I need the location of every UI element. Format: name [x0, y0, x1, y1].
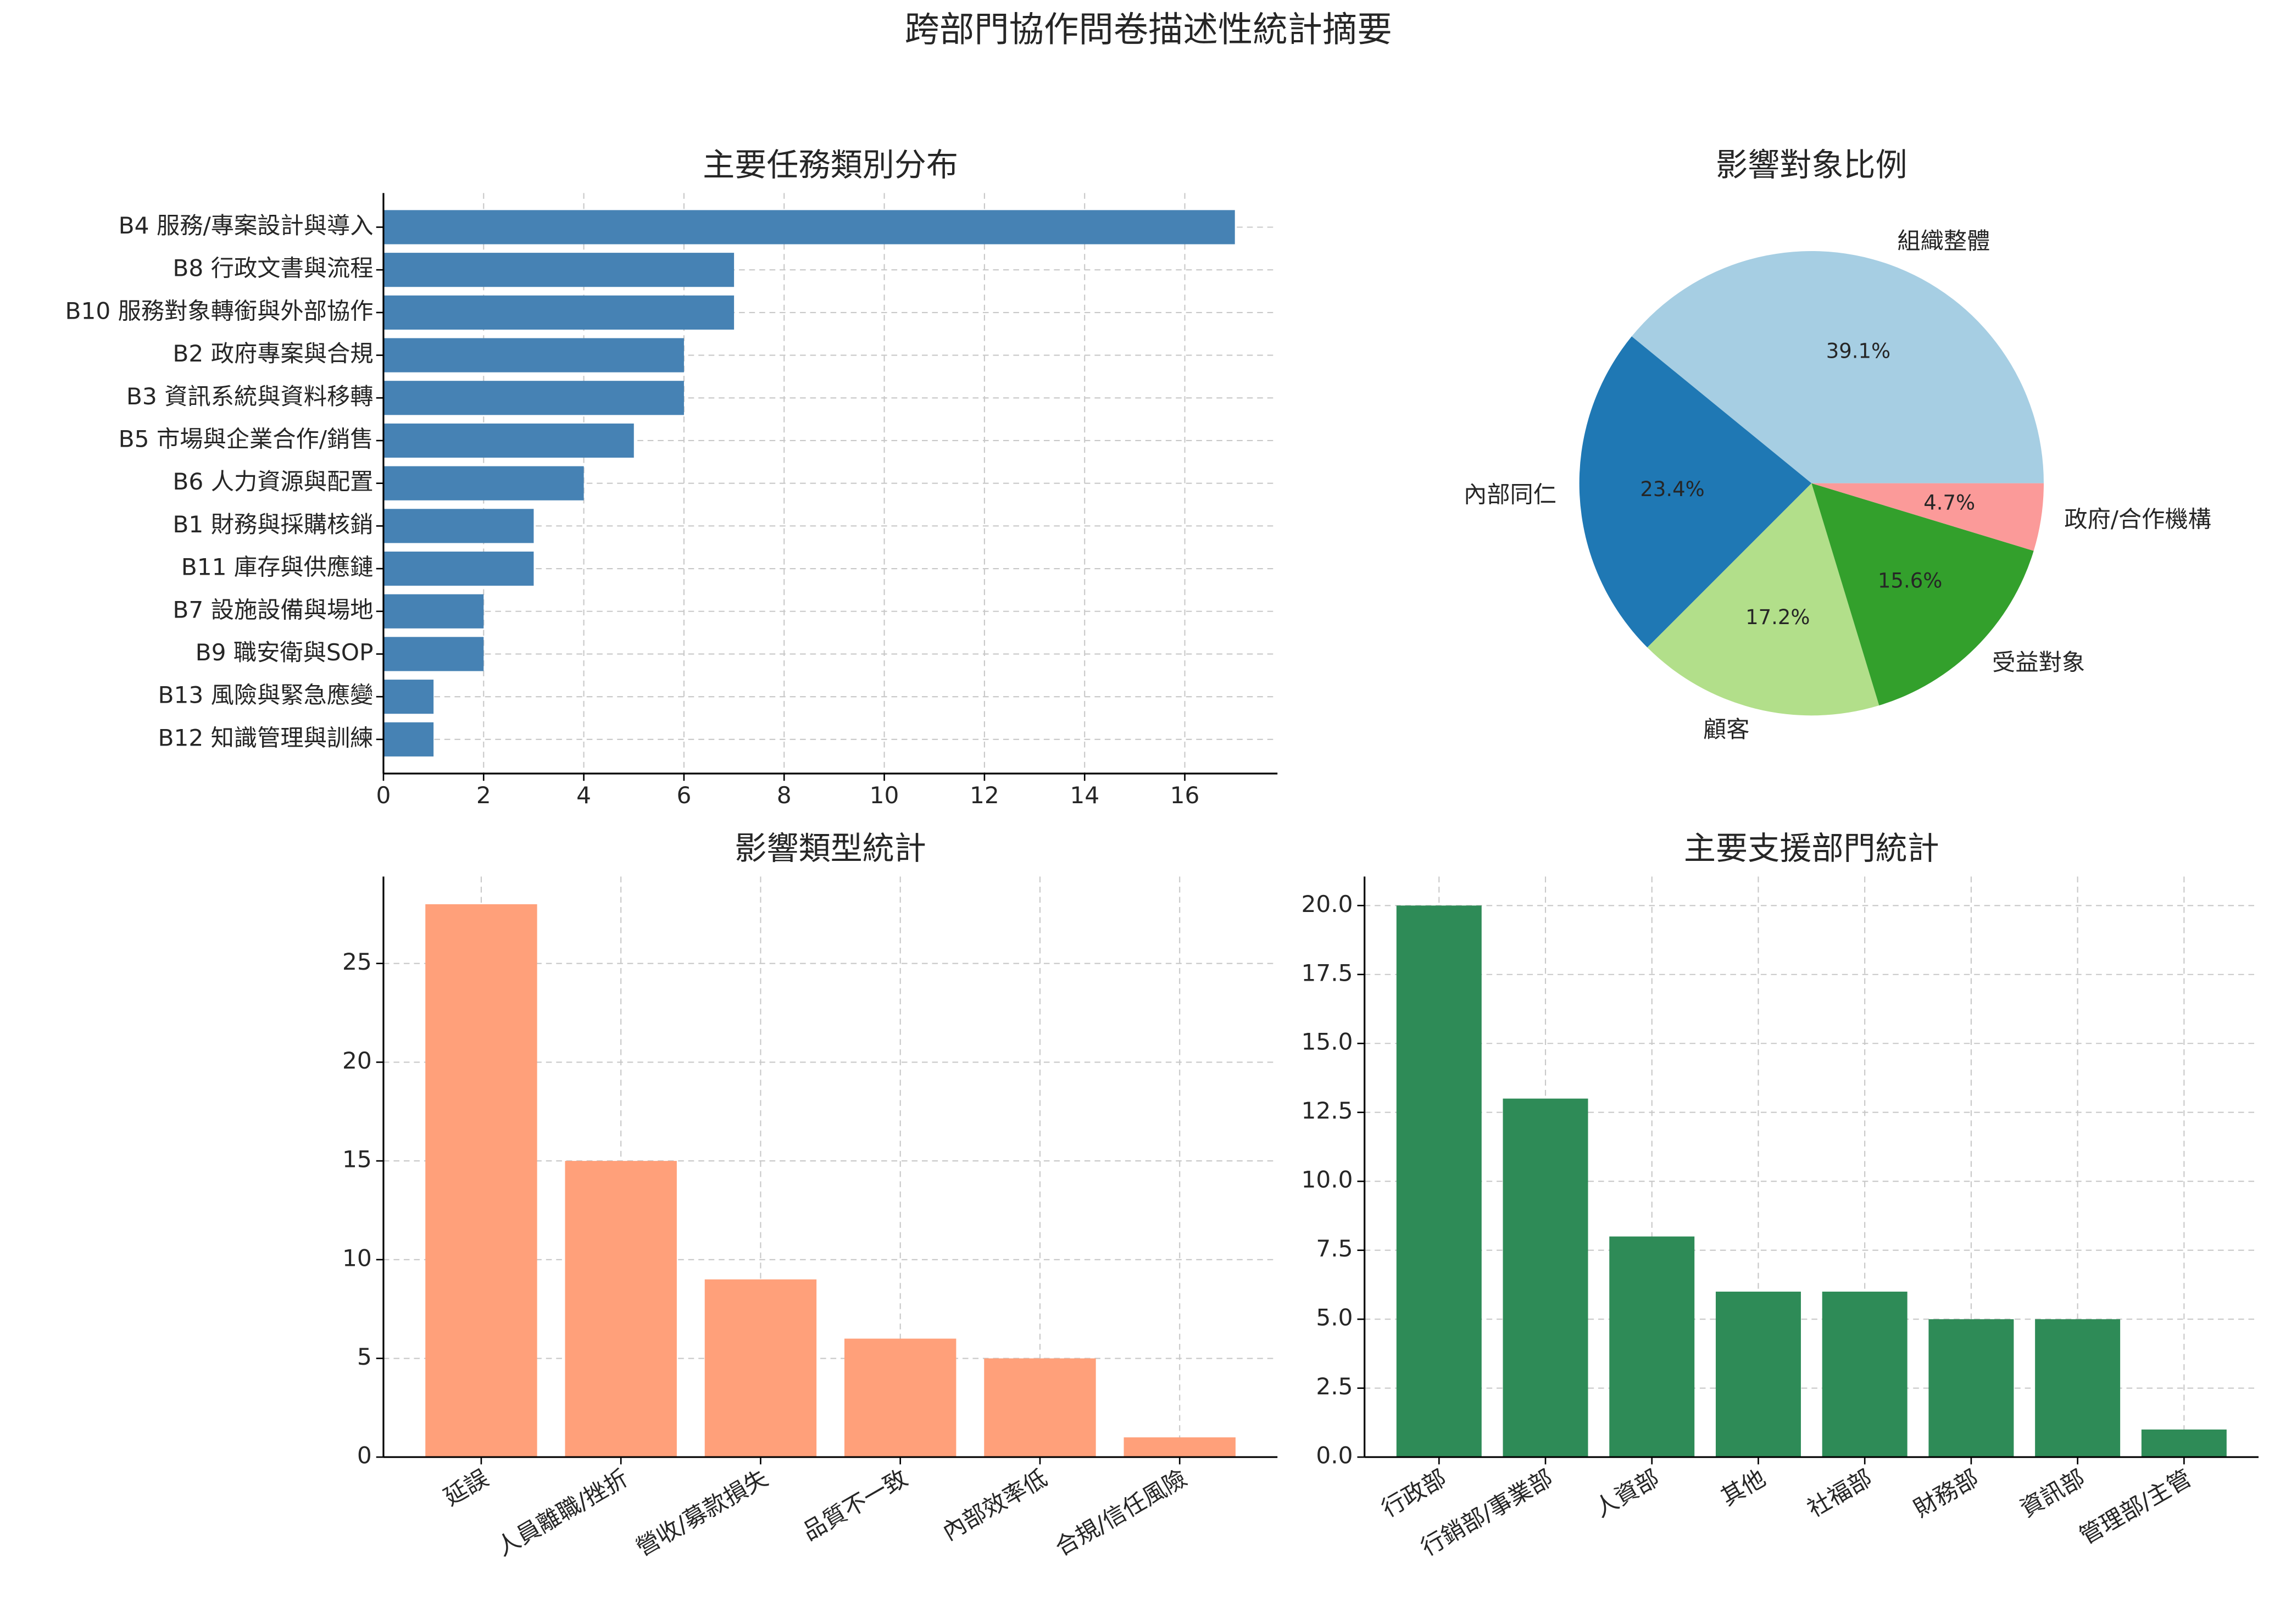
- bar: [383, 253, 735, 287]
- y-tick-label: 15: [342, 1146, 372, 1173]
- x-tick-label: 14: [1070, 782, 1099, 809]
- x-tick-label: 其他: [1716, 1464, 1770, 1511]
- bar: [1715, 1292, 1801, 1458]
- bar: [1503, 1098, 1588, 1458]
- bar: [383, 295, 735, 330]
- x-tick-label: 2: [476, 782, 491, 809]
- y-tick-label: 0: [357, 1442, 372, 1469]
- y-tick-label: B9 職安衛與SOP: [196, 639, 374, 666]
- bar: [383, 551, 534, 586]
- x-tick-label: 8: [777, 782, 792, 809]
- y-tick-label: 10.0: [1301, 1166, 1353, 1193]
- y-tick-label: 2.5: [1316, 1373, 1353, 1400]
- y-tick-label: B7 設施設備與場地: [173, 596, 373, 623]
- bar: [383, 509, 534, 543]
- bar: [383, 210, 1235, 244]
- y-tick-label: 15.0: [1301, 1028, 1353, 1055]
- y-tick-label: 20: [342, 1047, 372, 1074]
- bar: [984, 1358, 1096, 1458]
- x-tick-label: 品質不一致: [798, 1464, 912, 1545]
- x-tick-label: 社福部: [1803, 1464, 1876, 1522]
- bar: [2035, 1319, 2121, 1458]
- y-tick-label: 12.5: [1301, 1097, 1353, 1124]
- x-tick-label: 延誤: [440, 1464, 493, 1511]
- y-tick-label: B2 政府專案與合規: [173, 340, 373, 367]
- x-tick-label: 12: [970, 782, 999, 809]
- bar: [383, 680, 434, 714]
- y-tick-label: B12 知識管理與訓練: [158, 724, 374, 751]
- value-label: 17.2%: [1745, 605, 1810, 629]
- pie-slice: [1811, 483, 2034, 706]
- y-tick-label: 5.0: [1316, 1304, 1353, 1331]
- x-tick-label: 6: [676, 782, 691, 809]
- y-tick-label: 17.5: [1301, 959, 1353, 986]
- page-title: 跨部門協作問卷描述性統計摘要: [904, 9, 1392, 50]
- y-tick-label: B6 人力資源與配置: [173, 468, 373, 495]
- y-tick-label: 25: [342, 948, 372, 975]
- x-tick-label: 4: [576, 782, 591, 809]
- y-tick-label: B5 市場與企業合作/銷售: [119, 425, 374, 452]
- value-label: 15.6%: [1878, 569, 1942, 592]
- bar: [383, 637, 484, 671]
- y-tick-label: B4 服務/專案設計與導入: [119, 212, 374, 239]
- value-label: 39.1%: [1826, 339, 1890, 363]
- x-tick-label: 0: [376, 782, 391, 809]
- slice-label: 政府/合作機構: [2064, 506, 2211, 533]
- bar: [2141, 1430, 2227, 1458]
- y-tick-label: B13 風險與緊急應變: [158, 682, 374, 709]
- bar: [565, 1161, 677, 1458]
- slice-label: 組織整體: [1897, 227, 1990, 254]
- bar: [383, 594, 484, 629]
- y-tick-label: B11 庫存與供應鏈: [181, 554, 374, 581]
- x-tick-label: 管理部/主管: [2075, 1464, 2196, 1549]
- bar: [383, 338, 684, 372]
- bar: [1822, 1292, 1907, 1458]
- y-tick-label: 10: [342, 1244, 372, 1271]
- chart-title: 主要任務類別分布: [703, 146, 958, 183]
- bar: [1396, 905, 1482, 1458]
- x-tick-label: 合規/信任風險: [1050, 1464, 1191, 1561]
- x-tick-label: 財務部: [1909, 1464, 1983, 1522]
- y-tick-label: 7.5: [1316, 1235, 1353, 1262]
- y-tick-label: B1 財務與採購核銷: [173, 511, 373, 538]
- value-label: 23.4%: [1640, 477, 1704, 501]
- bar: [425, 904, 537, 1458]
- pie-slice: [1631, 251, 2044, 483]
- y-tick-label: 5: [357, 1343, 372, 1370]
- bar: [844, 1338, 956, 1458]
- x-tick-label: 人員離職/挫折: [492, 1464, 632, 1561]
- chart-title: 影響對象比例: [1716, 146, 1907, 183]
- y-tick-label: B3 資訊系統與資料移轉: [126, 383, 374, 410]
- bar: [383, 466, 584, 500]
- pie-slice: [1811, 483, 2044, 551]
- pie-slice: [1647, 483, 1879, 716]
- bar: [1928, 1319, 2014, 1458]
- bar: [383, 381, 684, 415]
- bar: [383, 722, 434, 757]
- y-tick-label: 20.0: [1301, 891, 1353, 917]
- pie-slice: [1579, 336, 1812, 648]
- bar: [704, 1279, 817, 1458]
- y-tick-label: B8 行政文書與流程: [173, 255, 373, 282]
- x-tick-label: 人資部: [1590, 1464, 1664, 1522]
- chart-title: 主要支援部門統計: [1684, 830, 1939, 867]
- x-tick-label: 10: [870, 782, 899, 809]
- y-tick-label: 0.0: [1316, 1442, 1353, 1469]
- bar: [1124, 1437, 1236, 1458]
- x-tick-label: 行政部: [1377, 1464, 1450, 1522]
- x-tick-label: 16: [1170, 782, 1200, 809]
- chart-title: 影響類型統計: [735, 830, 926, 867]
- x-tick-label: 資訊部: [2016, 1464, 2089, 1522]
- slice-label: 內部同仁: [1464, 481, 1556, 508]
- slice-label: 顧客: [1703, 716, 1750, 743]
- x-tick-label: 內部效率低: [938, 1464, 1052, 1545]
- bar: [383, 423, 634, 458]
- value-label: 4.7%: [1923, 491, 1975, 514]
- x-tick-label: 營收/募款損失: [631, 1464, 772, 1561]
- bar: [1609, 1236, 1695, 1458]
- y-tick-label: B10 服務對象轉銜與外部協作: [65, 297, 374, 324]
- slice-label: 受益對象: [1992, 649, 2085, 676]
